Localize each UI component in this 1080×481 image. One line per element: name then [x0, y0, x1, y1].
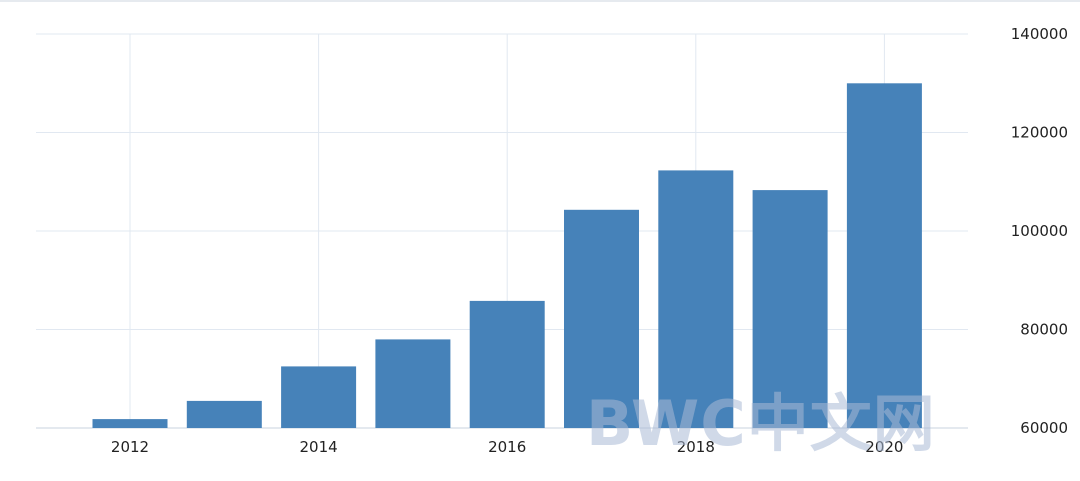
x-tick-label: 2016: [488, 438, 526, 456]
x-axis-ticks: 2012 2014 2016 2018 2020: [111, 438, 904, 456]
y-tick-label: 140000: [1011, 25, 1068, 43]
bar-2012: [92, 419, 168, 428]
y-tick-label: 80000: [1020, 321, 1068, 339]
bar-2019: [752, 190, 828, 428]
bar-2013: [186, 400, 262, 428]
bar-2014: [281, 366, 357, 428]
bar-2017: [564, 209, 639, 428]
bars: [92, 83, 922, 429]
bar-2018: [658, 170, 734, 428]
bar-2016: [469, 300, 545, 428]
x-tick-label: 2018: [677, 438, 715, 456]
watermark-logo: BWC中文网: [586, 387, 936, 460]
y-axis-ticks: 60000 80000 100000 120000 140000: [1011, 25, 1068, 437]
y-tick-label: 100000: [1011, 222, 1068, 240]
x-tick-label: 2014: [300, 438, 338, 456]
x-tick-label: 2012: [111, 438, 149, 456]
bar-2015: [375, 339, 451, 428]
x-tick-label: 2020: [865, 438, 903, 456]
y-tick-label: 120000: [1011, 124, 1068, 142]
bar-2020: [846, 83, 922, 429]
y-tick-label: 60000: [1020, 419, 1068, 437]
